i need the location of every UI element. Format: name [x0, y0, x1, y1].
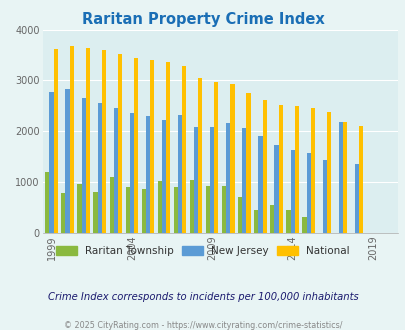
Bar	[162, 120, 166, 233]
Bar	[294, 106, 298, 233]
Bar	[242, 128, 246, 233]
Bar	[262, 100, 266, 233]
Text: Raritan Property Crime Index: Raritan Property Crime Index	[81, 12, 324, 26]
Text: © 2025 CityRating.com - https://www.cityrating.com/crime-statistics/: © 2025 CityRating.com - https://www.city…	[64, 321, 341, 330]
Bar	[102, 50, 106, 233]
Bar	[182, 66, 186, 233]
Bar	[254, 210, 258, 233]
Bar	[145, 116, 149, 233]
Bar	[226, 123, 230, 233]
Bar	[65, 88, 70, 233]
Bar	[198, 78, 202, 233]
Bar	[210, 127, 214, 233]
Bar	[258, 136, 262, 233]
Bar	[134, 58, 138, 233]
Bar	[149, 60, 154, 233]
Bar	[310, 108, 314, 233]
Bar	[190, 180, 194, 233]
Bar	[125, 187, 130, 233]
Bar	[230, 84, 234, 233]
Bar	[141, 188, 145, 233]
Bar	[306, 153, 310, 233]
Bar	[286, 210, 290, 233]
Bar	[93, 191, 97, 233]
Bar	[338, 122, 342, 233]
Bar	[85, 48, 90, 233]
Bar	[237, 197, 242, 233]
Bar	[354, 164, 358, 233]
Bar	[270, 205, 274, 233]
Bar	[70, 47, 74, 233]
Bar	[117, 54, 122, 233]
Bar	[246, 93, 250, 233]
Bar	[222, 186, 226, 233]
Bar	[49, 92, 53, 233]
Bar	[205, 186, 210, 233]
Bar	[113, 108, 117, 233]
Legend: Raritan Township, New Jersey, National: Raritan Township, New Jersey, National	[51, 242, 354, 260]
Bar	[177, 115, 182, 233]
Bar	[97, 103, 102, 233]
Bar	[326, 112, 330, 233]
Bar	[45, 172, 49, 233]
Bar	[77, 184, 81, 233]
Bar	[358, 126, 362, 233]
Bar	[173, 187, 177, 233]
Bar	[278, 105, 282, 233]
Bar	[290, 150, 294, 233]
Bar	[53, 49, 58, 233]
Bar	[130, 114, 134, 233]
Text: Crime Index corresponds to incidents per 100,000 inhabitants: Crime Index corresponds to incidents per…	[47, 292, 358, 302]
Bar	[342, 122, 346, 233]
Bar	[157, 182, 162, 233]
Bar	[274, 146, 278, 233]
Bar	[322, 160, 326, 233]
Bar	[166, 62, 170, 233]
Bar	[194, 127, 198, 233]
Bar	[81, 98, 85, 233]
Bar	[214, 82, 218, 233]
Bar	[61, 193, 65, 233]
Bar	[109, 177, 113, 233]
Bar	[302, 217, 306, 233]
